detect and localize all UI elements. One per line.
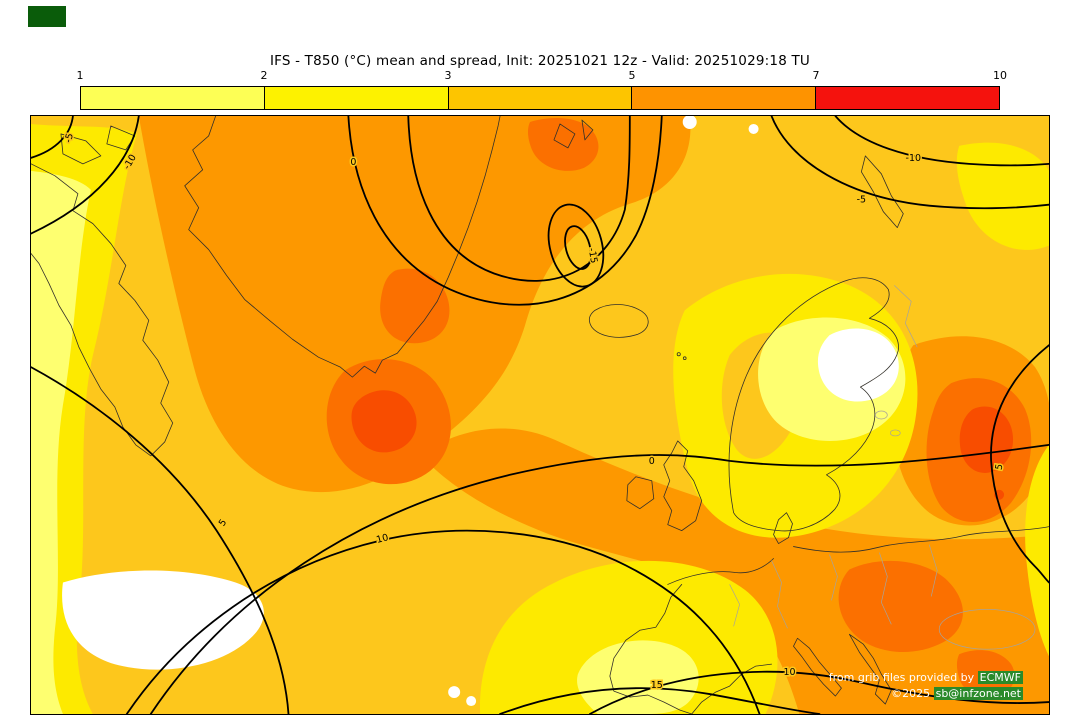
contour-label: 0: [350, 157, 356, 168]
map-svg: -5 -10 0 -15 -10 -5 0 5 10 10 15 5: [31, 116, 1049, 714]
spread-white-atlantic: [62, 570, 264, 670]
contour-line: [31, 366, 290, 714]
colorbar-tick: 3: [444, 69, 452, 82]
colorbar-segment-5-7: [631, 87, 816, 109]
contour-label: 5: [994, 463, 1006, 471]
spread-white-lapland: [817, 328, 899, 402]
colorbar-tick: 2: [260, 69, 268, 82]
spread-darkorange-balkans: [838, 560, 963, 653]
contour-label: 0: [649, 456, 655, 467]
colorbar-segment-3-5: [447, 87, 632, 109]
scandinavia-coastline: [728, 277, 899, 532]
faroe-islands: [682, 356, 687, 360]
faroe-islands: [676, 352, 681, 357]
iceland-coastline: [588, 304, 649, 338]
greenland-coastline: [184, 116, 501, 378]
attribution-line-copyright: ©2025 sb@infzone.net: [829, 686, 1023, 702]
border-line: [928, 544, 938, 597]
spread-yellow-northeast: [956, 142, 1049, 250]
colorbar-segment-2-3: [263, 87, 448, 109]
attribution-site: sb@infzone.net: [933, 687, 1023, 700]
attribution-line-source: from grib files provided by ECMWF: [829, 670, 1023, 686]
contour-label: -5: [857, 195, 866, 206]
lake-outline: [889, 429, 901, 437]
contour-line: [149, 444, 1049, 714]
italy-coastline: [793, 637, 842, 697]
spread-pale-iberia: [577, 640, 699, 714]
colorbar-segment-7-10: [815, 87, 999, 109]
contour-label: 15: [651, 680, 663, 691]
britain-coastline: [663, 440, 703, 532]
contour-line: [990, 344, 1049, 584]
spread-pale-west: [31, 170, 91, 714]
contour-line: [125, 529, 761, 714]
contour-label: -5: [63, 132, 76, 144]
spread-yellow-east-edge: [1025, 444, 1049, 657]
contour-line: [31, 116, 140, 235]
france-iberia-coastline: [609, 584, 772, 714]
spread-white-spot: [448, 686, 461, 699]
ireland-coastline: [626, 476, 655, 510]
spread-colorbar: 1 2 3 5 7 10: [77, 69, 1007, 110]
spread-white-spot: [466, 696, 477, 707]
spread-red-core-east: [959, 406, 1014, 473]
contour-line: [31, 116, 74, 159]
spread-white-spot: [682, 116, 697, 129]
logo-badge: [28, 6, 66, 27]
map-panel: -5 -10 0 -15 -10 -5 0 5 10 10 15 5 from …: [30, 115, 1050, 715]
denmark-coastline: [773, 512, 793, 544]
colorbar-tick: 7: [812, 69, 820, 82]
balkans-greece-coastline: [848, 633, 892, 705]
border-line: [829, 554, 838, 601]
canada-coastline: [31, 163, 174, 457]
spread-white-spot: [748, 123, 759, 134]
lake-outline: [874, 410, 888, 420]
attribution-copyright: ©2025: [891, 687, 934, 700]
colorbar-tick: 1: [76, 69, 84, 82]
contour-label: -10: [906, 153, 921, 164]
temperature-contours: [31, 116, 1049, 714]
spread-darkorange-svalbard: [527, 118, 599, 171]
border-line: [894, 285, 918, 348]
novaya-zemlya-coastline: [860, 155, 904, 229]
spread-darkorange-greenland-coast: [380, 268, 450, 344]
black-sea-outline: [938, 609, 1036, 650]
contour-line: [407, 116, 631, 282]
spread-shading: [31, 116, 1049, 714]
attribution-prefix: from grib files provided by: [828, 671, 978, 684]
spread-red-core-west: [351, 390, 417, 453]
contour-line: [770, 116, 1049, 210]
coastlines: [31, 116, 1049, 714]
svalbard-coastline: [553, 119, 594, 149]
colorbar-bar: [80, 86, 1000, 110]
contour-ring: [547, 203, 605, 288]
contour-label: 10: [783, 667, 795, 678]
contour-line: [347, 116, 663, 306]
attribution: from grib files provided by ECMWF ©2025 …: [829, 670, 1023, 702]
colorbar-tick: 10: [993, 69, 1007, 82]
colorbar-segment-1-2: [81, 87, 264, 109]
border-line: [771, 560, 788, 629]
contour-label: -15: [586, 247, 600, 264]
contour-line: [499, 687, 821, 714]
border-line: [879, 552, 892, 625]
border-line: [729, 584, 740, 627]
chart-title: IFS - T850 (°C) mean and spread, Init: 2…: [269, 53, 811, 69]
contour-ring: [564, 225, 592, 270]
baffin-islands: [60, 125, 136, 165]
attribution-provider: ECMWF: [977, 671, 1023, 684]
europe-north-coastline: [667, 526, 1049, 585]
contour-label: 10: [375, 532, 390, 546]
colorbar-tick: 5: [628, 69, 636, 82]
contour-line: [834, 116, 1049, 167]
contour-line: [589, 670, 1049, 714]
country-borders: [729, 285, 1036, 650]
